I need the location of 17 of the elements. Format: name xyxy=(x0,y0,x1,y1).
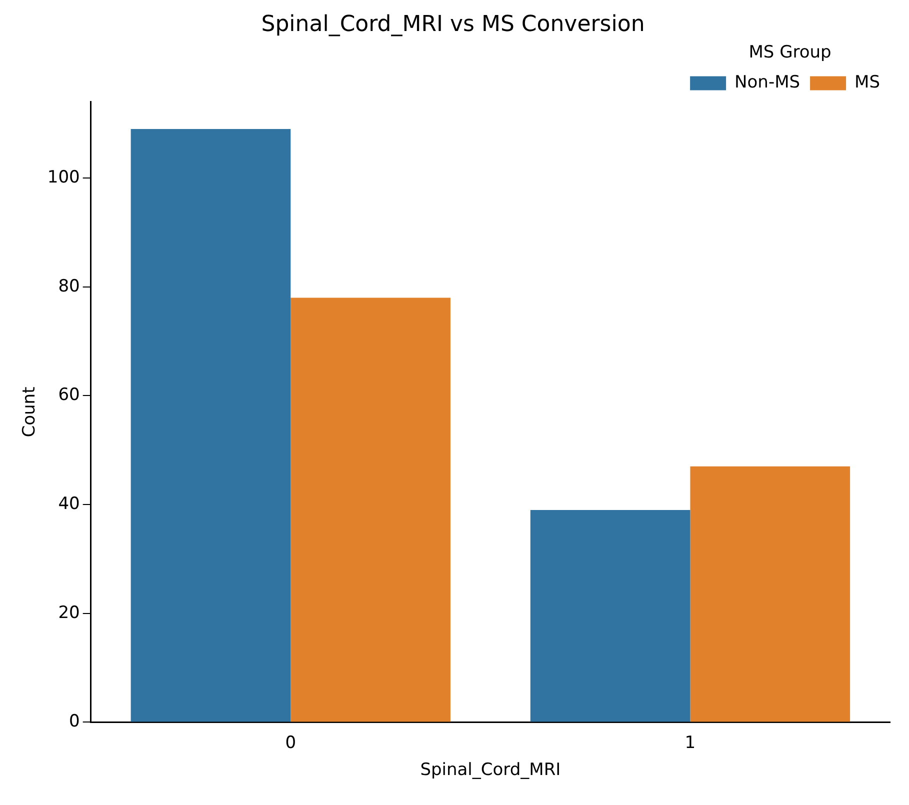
bar xyxy=(690,466,850,722)
legend-label: Non-MS xyxy=(734,72,800,93)
y-axis-title: Count xyxy=(20,386,40,438)
x-tick-label: 1 xyxy=(684,732,696,753)
y-tick-label: 40 xyxy=(58,494,80,514)
legend-label: MS xyxy=(854,72,880,93)
y-tick-label: 100 xyxy=(47,167,80,188)
bar xyxy=(130,129,291,722)
bar xyxy=(290,298,450,722)
y-tick-label: 0 xyxy=(69,712,80,732)
y-tick-label: 60 xyxy=(58,385,80,406)
x-axis-title: Spinal_Cord_MRI xyxy=(420,760,561,780)
chart-title: Spinal_Cord_MRI vs MS Conversion xyxy=(261,12,645,37)
y-tick-label: 80 xyxy=(58,276,80,296)
legend-title: MS Group xyxy=(748,42,832,62)
bar xyxy=(530,510,690,722)
y-tick-label: 20 xyxy=(58,602,80,623)
